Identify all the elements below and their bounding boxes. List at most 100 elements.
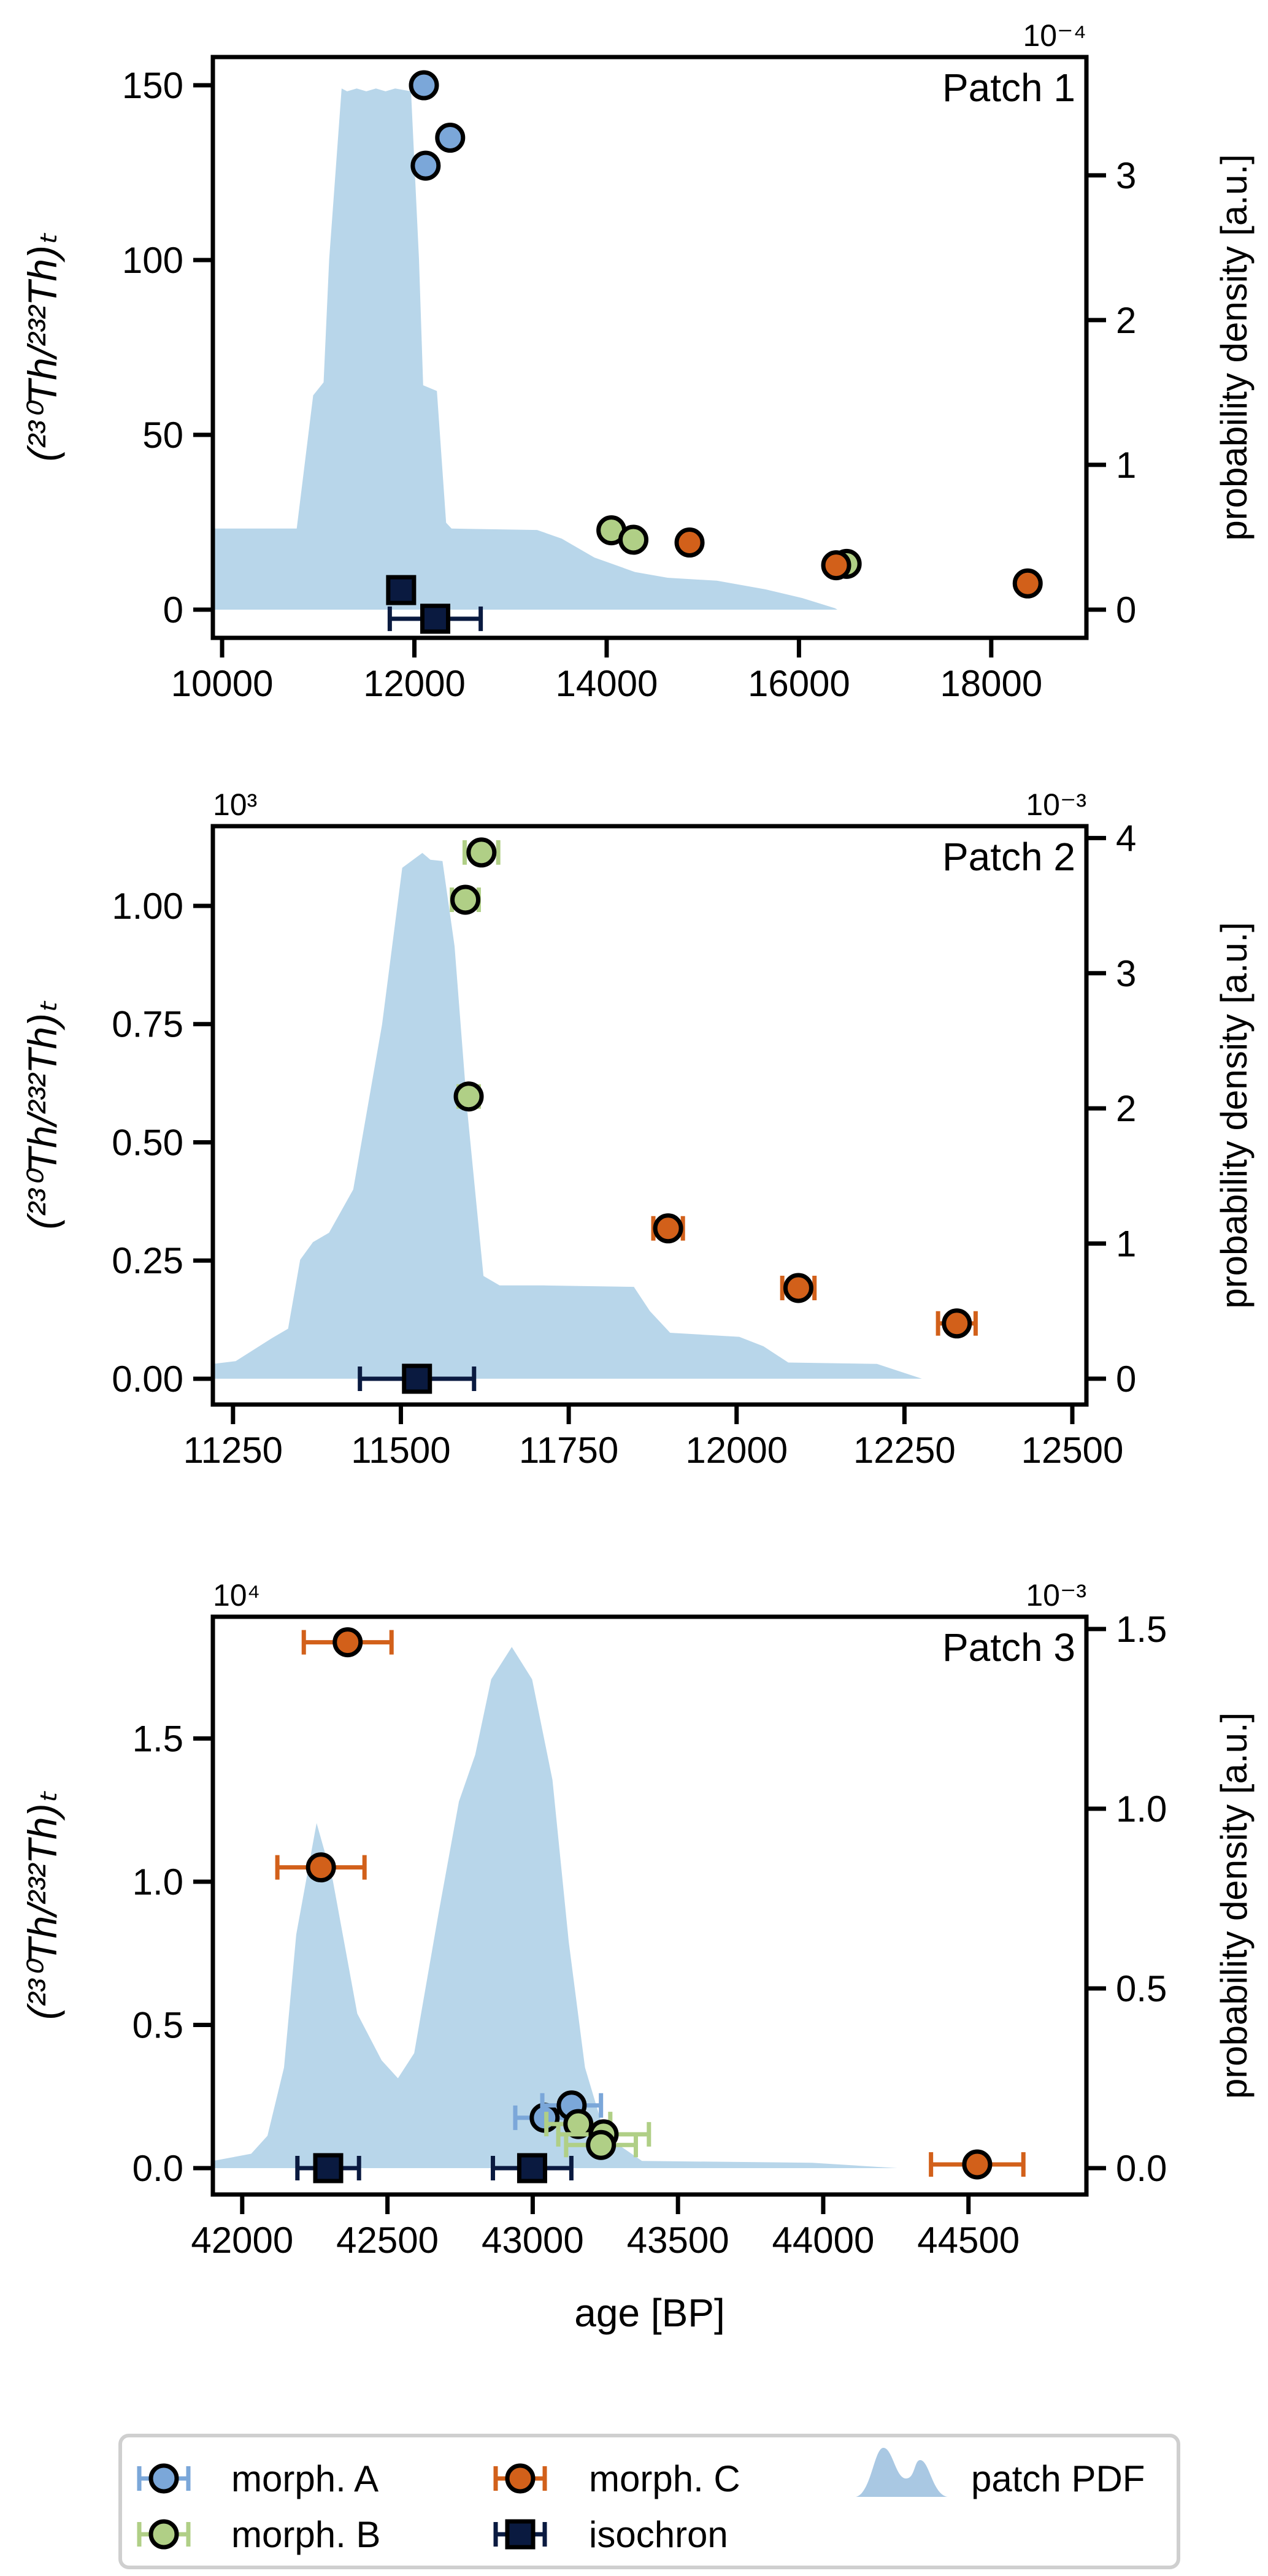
legend-frame [118, 2434, 1180, 2569]
axes-frame [210, 55, 1089, 640]
marker-circle [466, 837, 497, 868]
patch-label: Patch 2 [942, 835, 1075, 879]
data-point-morph-c [674, 527, 705, 558]
marker-square [517, 2153, 547, 2183]
marker-circle [563, 2109, 594, 2139]
legend-item-morph-b: morph. B [137, 2514, 380, 2555]
square-marker-icon [505, 2519, 536, 2550]
marker-circle [332, 1627, 363, 1658]
marker-circle [962, 2149, 993, 2180]
x-tick-label: 11250 [183, 1430, 283, 1471]
chart-panel-1: 10000 12000 14000 16000 18000 0 50 100 150 0 1 2 3 10… [20, 18, 1255, 704]
x-tick-label: 18000 [940, 663, 1042, 704]
data-point-morph-a [410, 150, 441, 181]
x-tick-label: 44500 [917, 2220, 1020, 2261]
y2-tick-label: 3 [1116, 953, 1136, 994]
legend: morph. A morph. B morph. C isochron patch PD… [118, 2434, 1180, 2569]
y-offset-label: 10⁴ [213, 1578, 260, 1612]
chart-panel-2: 11250 11500 11750 12000 12250 12500 0.00 0.25 0.… [20, 788, 1255, 1471]
x-tick-label: 12000 [685, 1430, 788, 1471]
marker-square [420, 604, 451, 634]
y2-offset-label: 10⁻³ [1026, 1578, 1086, 1612]
legend-label: morph. C [589, 2458, 740, 2499]
marker-circle [450, 884, 481, 915]
legend-label: patch PDF [971, 2458, 1145, 2499]
data-point-morph-a [435, 122, 466, 153]
x-tick-label: 42000 [191, 2220, 293, 2261]
data-point-morph-c [651, 1213, 685, 1244]
y-tick-label: 1.00 [112, 886, 183, 927]
patch-label: Patch 1 [942, 66, 1075, 110]
legend-label: morph. B [231, 2514, 380, 2555]
y2-offset-label: 10⁻⁴ [1023, 18, 1087, 53]
data-point-morph-b [453, 1081, 484, 1112]
plot-area [213, 70, 1043, 634]
y-axis-label: (²³⁰Th/²³²Th)ₜ [20, 1000, 65, 1230]
y-tick-label: 1.0 [133, 1861, 183, 1903]
data-point-morph-c [821, 550, 851, 581]
y-axis-label: (²³⁰Th/²³²Th)ₜ [20, 232, 65, 462]
marker-square [313, 2153, 344, 2183]
data-point-morph-b [564, 2129, 639, 2160]
y2-tick-label: 3 [1116, 155, 1136, 196]
x-tick-label: 11750 [519, 1430, 618, 1471]
y-tick-label: 0.00 [112, 1359, 183, 1400]
circle-marker-icon [505, 2463, 536, 2494]
data-point-morph-b [618, 524, 649, 555]
y2-tick-label: 2 [1116, 1088, 1136, 1129]
chart-panel-3: 42000 42500 43000 43500 44000 44500 0.0 0.5 1.0 1… [20, 1578, 1255, 2335]
legend-label: isochron [589, 2514, 728, 2555]
x-tick-label: 12250 [853, 1430, 956, 1471]
data-point-morph-c [301, 1627, 394, 1658]
legend-item-isochron: isochron [493, 2514, 728, 2555]
data-point-morph-a [409, 70, 439, 101]
y-tick-label: 0.0 [133, 2148, 183, 2189]
marker-circle [435, 122, 466, 153]
x-tick-label: 10000 [171, 663, 274, 704]
y-tick-label: 0 [163, 589, 183, 631]
data-point-isochron [491, 2153, 574, 2183]
marker-circle [653, 1213, 683, 1244]
x-tick-label: 12500 [1021, 1430, 1124, 1471]
marker-circle [783, 1273, 813, 1303]
x-tick-label: 16000 [748, 663, 850, 704]
y2-tick-label: 4 [1116, 818, 1136, 859]
x-tick-label: 12000 [363, 663, 466, 704]
y-offset-label: 10³ [213, 788, 257, 822]
data-point-isochron [295, 2153, 361, 2183]
data-point-isochron [386, 575, 417, 605]
marker-circle [821, 550, 851, 581]
y2-axis-label: probability density [a.u.] [1213, 1712, 1255, 2099]
y2-tick-label: 1.0 [1116, 1788, 1167, 1830]
marker-circle [1012, 568, 1043, 599]
y-tick-label: 50 [142, 415, 183, 456]
data-point-morph-b [462, 837, 501, 868]
axes-frame [210, 824, 1089, 1407]
data-point-isochron [358, 1363, 477, 1394]
marker-circle [305, 1852, 336, 1883]
charts: 10000 12000 14000 16000 18000050100150012310… [20, 18, 1255, 2335]
y2-axis-label: probability density [a.u.] [1213, 154, 1255, 540]
patch-pdf-area [213, 1647, 898, 2168]
x-tick-label: 43000 [482, 2220, 584, 2261]
marker-circle [674, 527, 705, 558]
y-axis-label: (²³⁰Th/²³²Th)ₜ [20, 1790, 65, 2020]
x-tick-label: 44000 [772, 2220, 875, 2261]
marker-square [386, 575, 417, 605]
y2-tick-label: 1.5 [1116, 1609, 1167, 1650]
data-point-morph-c [1012, 568, 1043, 599]
y2-tick-label: 0.5 [1116, 1968, 1167, 2009]
marker-circle [618, 524, 649, 555]
circle-marker-icon [148, 2463, 179, 2494]
data-point-isochron [387, 604, 483, 634]
y-tick-label: 0.25 [112, 1240, 183, 1281]
y-tick-label: 150 [122, 65, 183, 106]
patch-pdf-area [213, 88, 838, 610]
marker-circle [942, 1308, 972, 1339]
x-tick-label: 11500 [351, 1430, 450, 1471]
marker-circle [409, 70, 439, 101]
legend-label: morph. A [231, 2458, 378, 2499]
y2-axis-label: probability density [a.u.] [1213, 922, 1255, 1308]
patch-pdf-area [213, 853, 922, 1379]
